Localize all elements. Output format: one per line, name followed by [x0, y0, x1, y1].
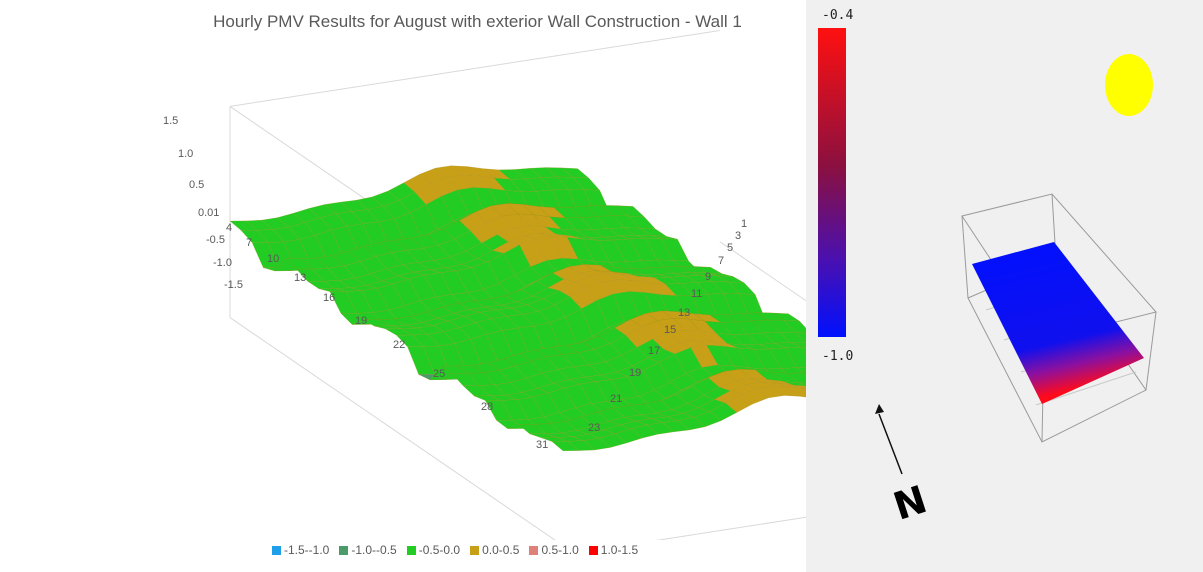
legend-item: 0.5-1.0 [529, 543, 579, 557]
day-tick-label: 16 [323, 292, 335, 304]
hour-tick-label: 5 [727, 242, 733, 254]
hour-tick-label: 13 [678, 307, 690, 319]
legend-swatch [272, 545, 281, 555]
legend-label: 0.0-0.5 [482, 543, 520, 557]
hour-tick-label: 1 [741, 218, 747, 230]
hour-tick-label: 21 [610, 393, 622, 405]
z-tick-label: -0.5 [206, 234, 225, 246]
chart-legend: -1.5--1.0 -1.0--0.5 -0.5-0.0 0.0-0.5 0.5-1.0… [272, 543, 638, 557]
legend-item: -1.0--0.5 [339, 543, 397, 557]
hour-tick-label: 7 [718, 255, 724, 267]
legend-item: 0.0-0.5 [470, 543, 519, 557]
legend-item: -0.5-0.0 [406, 543, 461, 557]
day-axis-labels: 4 7 10 13 16 19 22 25 28 31 [226, 222, 548, 451]
day-tick-label: 4 [226, 222, 232, 234]
legend-label: -1.5--1.0 [284, 543, 330, 557]
day-tick-label: 25 [433, 368, 445, 380]
day-tick-label: 22 [393, 339, 405, 351]
z-tick-label: -1.0 [213, 257, 232, 269]
hour-tick-label: 19 [629, 367, 641, 379]
hour-tick-label: 9 [705, 271, 711, 283]
day-tick-label: 10 [267, 253, 279, 265]
color-scale-max-label: -0.4 [822, 8, 854, 23]
z-axis-labels: 1.5 1.0 0.5 0.01 -0.5 -1.0 -1.5 [163, 115, 243, 291]
legend-swatch [339, 545, 349, 555]
day-tick-label: 28 [481, 401, 493, 413]
compass-north-label: N [888, 477, 932, 529]
legend-swatch [470, 545, 480, 555]
legend-swatch [588, 545, 598, 555]
color-scale-bar [818, 28, 846, 337]
legend-label: -1.0--0.5 [351, 543, 397, 557]
legend-item: 1.0-1.5 [588, 543, 639, 557]
z-tick-label: 1.0 [178, 148, 193, 160]
legend-label: 1.0-1.5 [600, 543, 639, 557]
sun-icon [1105, 54, 1153, 116]
north-arrow-icon: N [875, 404, 932, 529]
hour-tick-label: 3 [735, 230, 741, 242]
pmv-floor-heatmap [972, 242, 1144, 404]
pmv-surface-plot: 1.51.00.50.01-0.5-1.0-1.5 47101316192225… [163, 29, 806, 540]
chart-title: Hourly PMV Results for August with exter… [213, 12, 742, 31]
room-3d-view: N [875, 193, 1157, 529]
day-tick-label: 31 [536, 439, 548, 451]
legend-swatch [406, 545, 416, 555]
legend-label: 0.5-1.0 [541, 543, 579, 557]
hour-tick-label: 23 [588, 422, 600, 434]
legend-swatch [529, 545, 539, 555]
hour-tick-label: 17 [648, 345, 660, 357]
legend-label: -0.5-0.0 [418, 543, 461, 557]
z-tick-label: -1.5 [224, 279, 243, 291]
z-tick-label: 0.01 [198, 207, 219, 219]
z-tick-label: 1.5 [163, 115, 178, 127]
day-tick-label: 7 [246, 237, 252, 249]
color-scale-min-label: -1.0 [822, 349, 854, 364]
day-tick-label: 13 [294, 272, 306, 284]
surface-mesh [229, 165, 806, 452]
z-tick-label: 0.5 [189, 179, 204, 191]
hour-tick-label: 15 [664, 324, 676, 336]
legend-item: -1.5--1.0 [272, 543, 329, 557]
day-tick-label: 19 [355, 315, 367, 327]
surface-cell [551, 441, 580, 452]
hour-tick-label: 11 [691, 288, 702, 300]
